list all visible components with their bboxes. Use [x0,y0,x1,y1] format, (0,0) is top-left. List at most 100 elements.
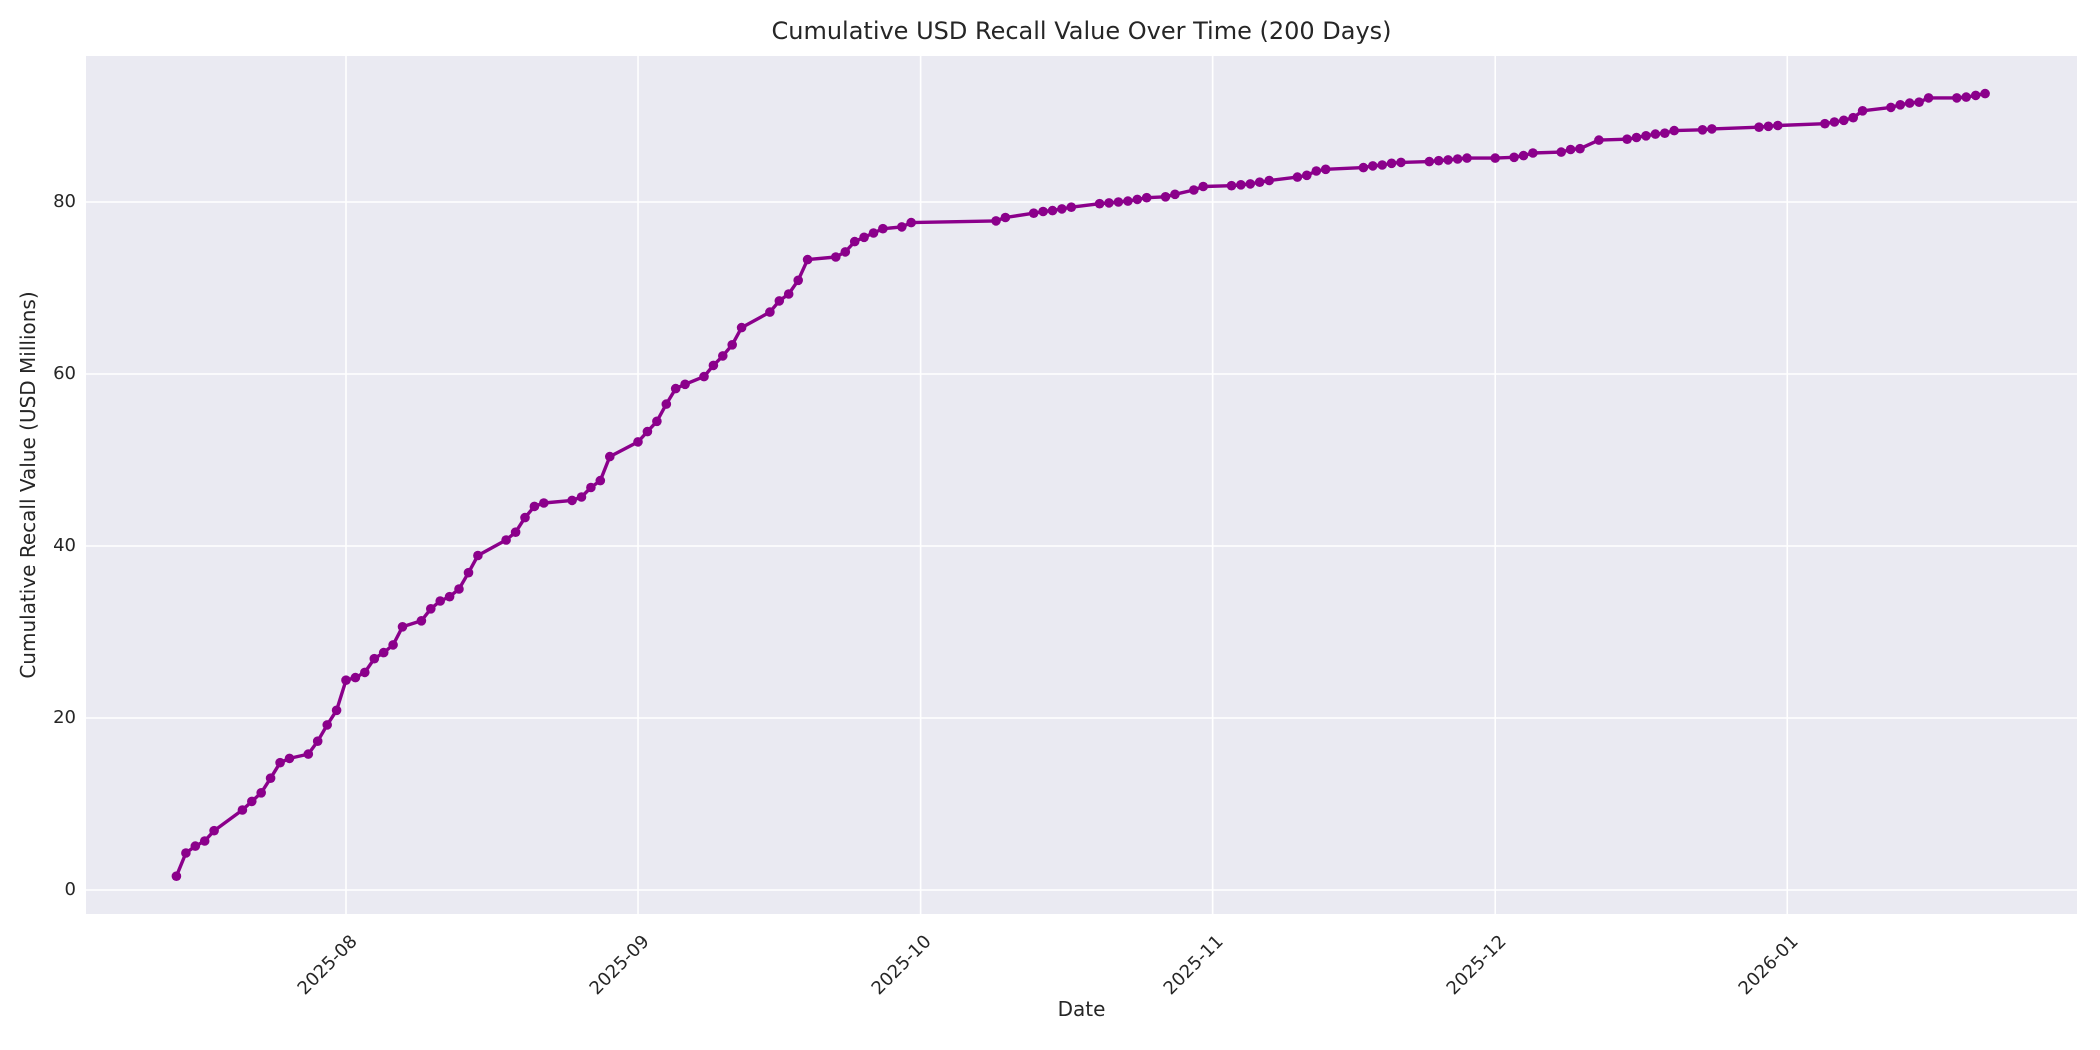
data-point-marker [284,753,295,764]
data-point-marker [378,647,389,658]
data-point-marker [265,773,276,783]
data-point-marker [586,482,596,493]
plot-area [86,56,2077,914]
data-point-marker [1198,181,1208,192]
data-point-marker [1490,153,1500,163]
data-point-marker [1028,208,1039,218]
data-point-marker [774,296,785,306]
data-point-marker [331,705,342,716]
data-point-marker [1622,134,1632,144]
data-point-marker [567,495,577,506]
data-point-marker [831,252,841,262]
data-point-marker [1311,166,1322,176]
data-point-marker [435,596,446,606]
data-point-marker [1038,206,1048,217]
data-point-marker [199,836,210,846]
y-tick-label: 80 [53,191,76,212]
data-point-marker [529,501,540,512]
data-point-marker [1697,125,1708,135]
data-point-marker [444,591,455,602]
data-point-marker [312,736,323,746]
data-point-marker [652,416,662,427]
x-axis-label: Date [1057,997,1106,1021]
data-point-marker [303,749,314,759]
data-point-marker [1518,150,1529,161]
data-line [174,91,1987,878]
data-point-marker [1631,132,1642,143]
y-tick-label: 20 [53,707,76,728]
data-point-marker [501,535,511,545]
data-point-marker [1141,192,1152,203]
data-point-marker [1292,172,1303,182]
data-point-marker [520,512,530,523]
data-point-marker [699,371,709,382]
data-point-marker [1754,122,1764,132]
data-point-marker [426,604,436,614]
data-point-marker [1189,185,1199,195]
data-point-marker [661,399,672,409]
data-point-marker [840,247,851,257]
data-point-marker [576,492,587,502]
data-point-marker [1264,175,1274,186]
data-point-marker [793,275,803,286]
data-point-marker [1386,158,1397,169]
data-point-marker [718,351,728,361]
data-point-marker [1424,156,1435,167]
data-point-marker [1452,154,1463,164]
data-point-marker [1254,177,1265,187]
data-point-marker [341,675,351,685]
data-point-marker [454,584,464,594]
data-point-marker [595,475,606,486]
y-tick-label: 60 [53,363,76,384]
data-point-marker [209,825,219,836]
data-point-marker [849,236,860,247]
data-point-marker [1170,189,1180,200]
data-point-marker [1000,212,1011,223]
data-point-marker [1057,204,1067,214]
data-point-marker [1895,100,1906,110]
data-point-marker [1641,131,1651,141]
data-point-marker [1226,180,1237,191]
data-point-marker [1857,106,1868,116]
data-point-marker [1669,125,1679,136]
data-point-marker [1980,88,1990,99]
data-point-marker [765,307,775,317]
data-point-marker [1132,194,1143,205]
data-point-marker [1707,124,1717,134]
data-point-marker [350,672,361,683]
data-point-marker [1443,155,1453,165]
data-point-marker [1565,144,1576,155]
data-point-marker [1763,121,1774,132]
data-point-marker [1961,92,1971,102]
data-point-marker [906,217,916,228]
data-point-marker [727,340,737,350]
data-point-marker [539,498,549,508]
y-axis-label-text: Cumulative Recall Value (USD Millions) [16,291,40,679]
data-point-marker [1320,164,1331,175]
data-point-marker [1904,98,1915,108]
data-point-marker [1923,93,1934,103]
data-point-marker [1820,118,1830,129]
data-point-marker [1650,129,1661,139]
data-point-marker [633,437,643,447]
data-point-marker [1773,120,1783,131]
data-point-marker [1047,205,1058,216]
data-point-marker [275,757,285,768]
data-point-marker [473,550,483,561]
data-point-marker [1528,148,1538,158]
data-point-marker [1245,179,1256,189]
data-point-marker [868,228,879,238]
data-point-marker [510,527,521,537]
data-point-marker [1556,147,1566,157]
data-point-marker [1377,160,1387,170]
data-point-marker [783,289,794,299]
data-point-marker [802,254,813,265]
data-point-marker [416,616,427,626]
data-point-marker [670,383,681,394]
data-point-marker [991,216,1001,226]
data-point-marker [897,222,907,232]
data-point-marker [181,848,191,858]
data-point-marker [1462,153,1472,163]
data-point-marker [1160,192,1171,202]
